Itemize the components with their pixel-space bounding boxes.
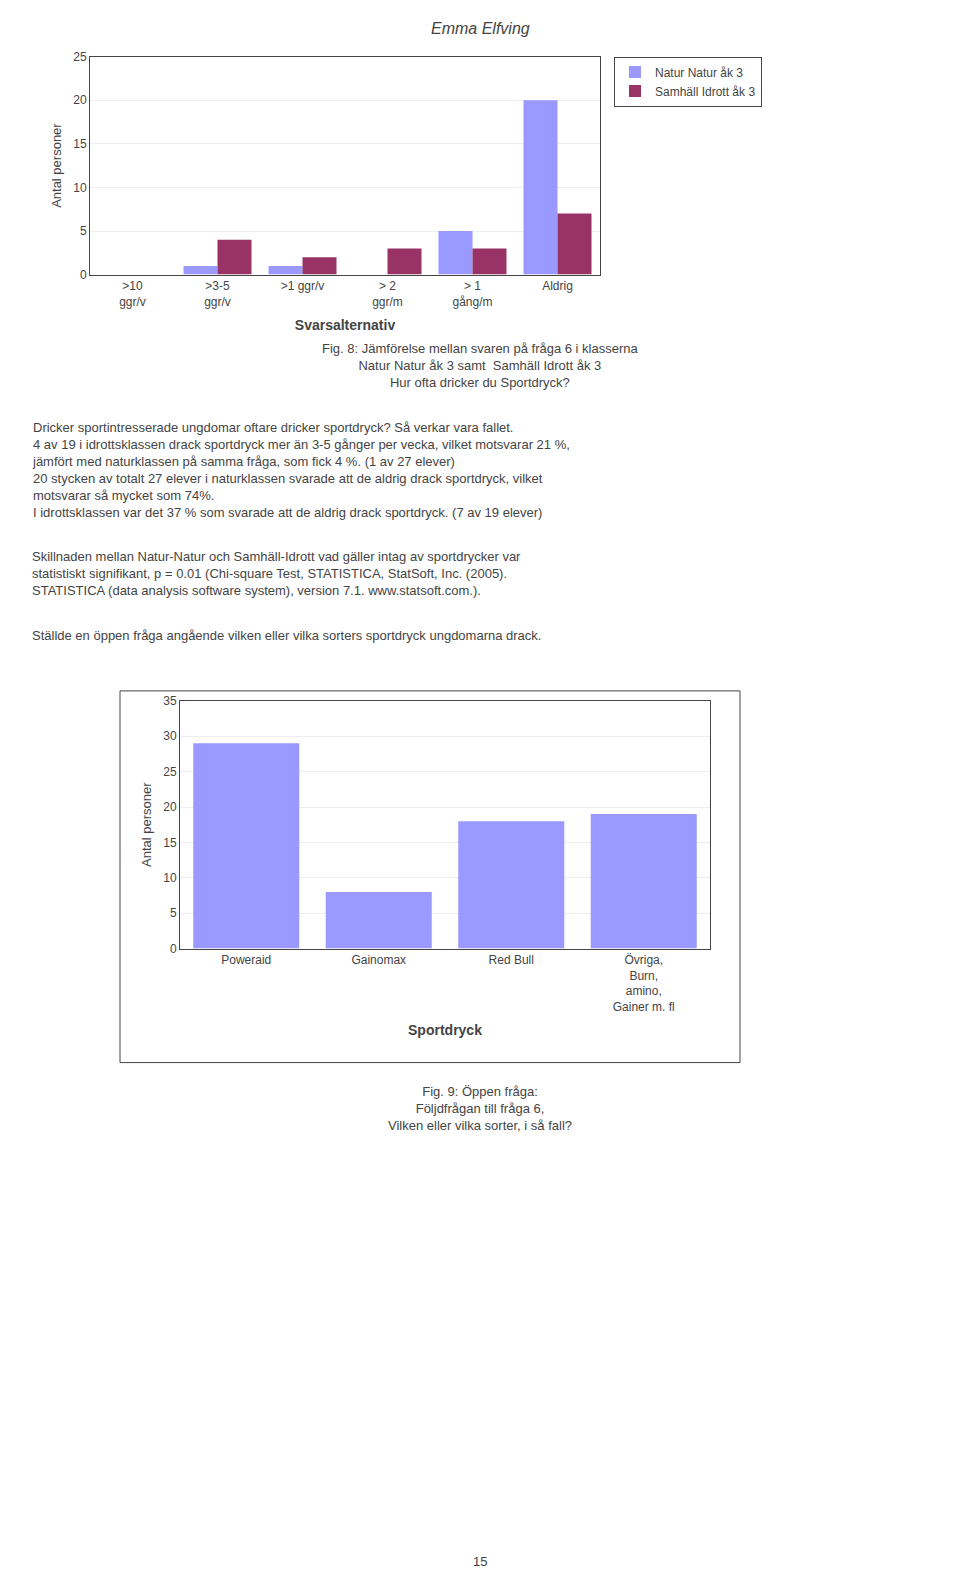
svg-text:Fig. 8: Jämförelse mellan svar: Fig. 8: Jämförelse mellan svaren på fråg… — [322, 341, 639, 390]
svg-text:Poweraid: Poweraid — [221, 953, 271, 967]
svg-text:>10ggr/v: >10ggr/v — [119, 279, 146, 309]
svg-text:15: 15 — [73, 137, 87, 151]
svg-text:10: 10 — [73, 181, 87, 195]
svg-text:0: 0 — [80, 268, 87, 282]
svg-text:Aldrig: Aldrig — [542, 279, 573, 293]
svg-text:> 1gång/m: > 1gång/m — [452, 279, 492, 309]
svg-text:20: 20 — [73, 93, 87, 107]
svg-text:Antal personer: Antal personer — [139, 782, 154, 867]
svg-text:Emma Elfving: Emma Elfving — [431, 20, 530, 37]
svg-text:Antal personer: Antal personer — [49, 123, 64, 208]
svg-text:20: 20 — [163, 800, 177, 814]
svg-text:Sportdryck: Sportdryck — [408, 1022, 482, 1038]
svg-text:Fig. 9: Öppen fråga:Följdfråga: Fig. 9: Öppen fråga:Följdfrågan till frå… — [388, 1084, 572, 1133]
svg-text:5: 5 — [80, 224, 87, 238]
svg-text:10: 10 — [163, 871, 177, 885]
svg-text:Dricker sportintresserade ungd: Dricker sportintresserade ungdomar oftar… — [32, 420, 570, 520]
svg-text:25: 25 — [73, 50, 87, 64]
svg-text:Gainomax: Gainomax — [351, 953, 406, 967]
svg-text:15: 15 — [473, 1554, 487, 1569]
svg-text:5: 5 — [170, 906, 177, 920]
svg-text:0: 0 — [170, 942, 177, 956]
svg-text:35: 35 — [163, 694, 177, 708]
svg-text:>1 ggr/v: >1 ggr/v — [281, 279, 325, 293]
svg-text:Red Bull: Red Bull — [489, 953, 534, 967]
svg-text:Natur Natur åk 3: Natur Natur åk 3 — [655, 66, 743, 80]
svg-text:15: 15 — [163, 836, 177, 850]
svg-text:Samhäll Idrott åk 3: Samhäll Idrott åk 3 — [655, 85, 755, 99]
svg-text:Ställde en öppen fråga angåend: Ställde en öppen fråga angående vilken e… — [32, 628, 541, 643]
svg-text:Svarsalternativ: Svarsalternativ — [295, 317, 396, 333]
svg-text:Skillnaden mellan Natur-Natur: Skillnaden mellan Natur-Natur och Samhäl… — [32, 549, 521, 598]
svg-text:30: 30 — [163, 729, 177, 743]
svg-text:25: 25 — [163, 765, 177, 779]
svg-text:> 2ggr/m: > 2ggr/m — [372, 279, 403, 309]
svg-text:Övriga,Burn,amino,Gainer m. fl: Övriga,Burn,amino,Gainer m. fl — [613, 953, 675, 1014]
svg-text:>3-5ggr/v: >3-5ggr/v — [204, 279, 231, 309]
